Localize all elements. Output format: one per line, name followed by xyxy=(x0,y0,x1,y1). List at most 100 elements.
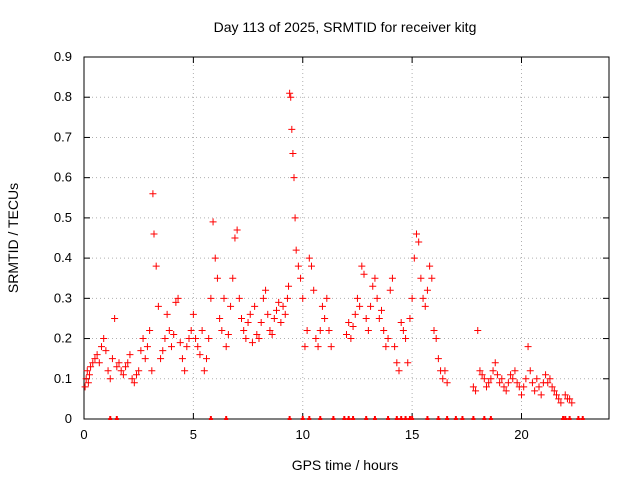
y-tick-label: 0.2 xyxy=(54,331,72,346)
baseline-marker xyxy=(576,416,581,420)
data-point xyxy=(294,262,302,270)
data-point xyxy=(275,298,283,306)
baseline-marker xyxy=(425,416,430,420)
data-point xyxy=(485,379,493,387)
data-point xyxy=(419,294,427,302)
data-point xyxy=(185,335,193,343)
data-point xyxy=(555,395,563,403)
data-point xyxy=(373,294,381,302)
baseline-marker xyxy=(460,416,465,420)
baseline-marker xyxy=(399,416,404,420)
data-point xyxy=(268,331,276,339)
data-point xyxy=(531,387,539,395)
plot-frame xyxy=(83,56,610,420)
data-point xyxy=(360,270,368,278)
data-point xyxy=(244,318,252,326)
data-point xyxy=(402,335,410,343)
data-point xyxy=(273,306,280,314)
data-point xyxy=(262,286,270,294)
data-point xyxy=(218,327,226,335)
data-point xyxy=(119,371,127,379)
data-point xyxy=(553,391,560,399)
data-point xyxy=(487,375,495,383)
data-point xyxy=(478,371,486,379)
data-point xyxy=(146,327,154,335)
baseline-marker xyxy=(300,416,305,420)
data-point xyxy=(393,359,401,367)
data-point xyxy=(504,379,512,387)
data-point xyxy=(209,218,217,226)
data-point xyxy=(266,327,274,335)
data-point xyxy=(312,335,320,343)
data-point xyxy=(349,322,357,330)
y-tick-label: 0.6 xyxy=(54,170,72,185)
data-point xyxy=(194,343,202,351)
data-point xyxy=(196,351,204,359)
data-point xyxy=(321,314,329,322)
data-point xyxy=(83,367,91,375)
baseline-marker xyxy=(287,416,292,420)
data-point xyxy=(518,391,525,399)
data-point xyxy=(205,335,213,343)
data-point xyxy=(84,379,92,387)
data-point xyxy=(566,395,574,403)
data-point xyxy=(327,343,335,351)
baseline-marker xyxy=(346,416,351,420)
data-point xyxy=(292,246,300,254)
data-point xyxy=(500,383,508,391)
x-tick-label: 20 xyxy=(514,427,528,442)
data-point xyxy=(113,363,121,371)
data-point xyxy=(183,343,191,351)
data-point xyxy=(439,375,447,383)
data-point xyxy=(528,379,536,387)
y-tick-label: 0.4 xyxy=(54,250,72,265)
y-tick-label: 0 xyxy=(65,411,72,426)
data-point xyxy=(285,282,293,290)
data-point xyxy=(511,367,519,375)
data-point xyxy=(356,302,364,310)
baseline-marker xyxy=(453,416,458,420)
baseline-marker xyxy=(488,416,493,420)
data-point xyxy=(533,375,541,383)
data-point xyxy=(157,355,165,363)
data-point xyxy=(378,306,385,314)
data-point xyxy=(353,294,361,302)
data-point xyxy=(87,363,95,371)
data-point xyxy=(115,359,123,367)
data-point xyxy=(161,335,169,343)
data-point xyxy=(351,310,359,318)
data-point xyxy=(81,383,89,391)
data-point xyxy=(257,318,265,326)
data-point xyxy=(428,274,436,282)
data-point xyxy=(264,310,272,318)
data-point xyxy=(128,375,136,383)
data-point xyxy=(122,363,130,371)
data-point xyxy=(85,371,93,379)
data-point xyxy=(345,318,353,326)
data-point xyxy=(117,367,125,375)
x-tick-label: 5 xyxy=(190,427,197,442)
data-point xyxy=(82,375,90,383)
data-point xyxy=(108,355,116,363)
data-point xyxy=(397,318,405,326)
data-point xyxy=(546,375,554,383)
data-point xyxy=(251,302,259,310)
data-point xyxy=(143,343,151,351)
data-point xyxy=(288,125,296,133)
data-point xyxy=(297,274,305,282)
data-point xyxy=(141,355,149,363)
data-point xyxy=(238,314,245,322)
data-point xyxy=(347,335,355,343)
data-point xyxy=(408,294,416,302)
data-point xyxy=(489,367,497,375)
data-point xyxy=(325,327,333,335)
data-point xyxy=(187,327,195,335)
data-point xyxy=(375,314,383,322)
baseline-marker xyxy=(394,416,399,420)
data-point xyxy=(149,190,157,198)
data-point xyxy=(133,371,140,379)
data-point xyxy=(469,383,477,391)
data-point xyxy=(170,331,178,339)
baseline-marker xyxy=(436,416,441,420)
baseline-marker xyxy=(372,416,377,420)
